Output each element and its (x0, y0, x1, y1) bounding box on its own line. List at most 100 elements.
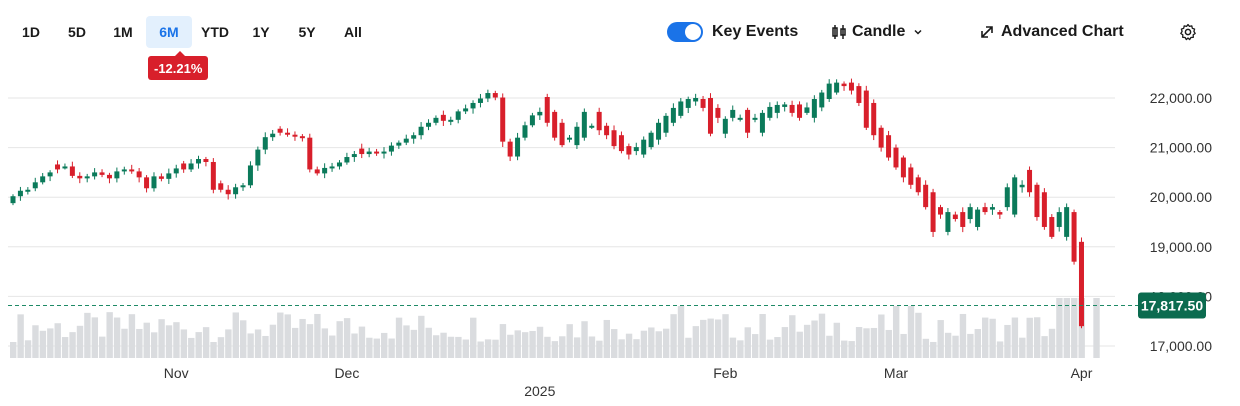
volume-bar (321, 328, 329, 358)
candle-up (188, 163, 194, 170)
candle-down (789, 104, 795, 113)
volume-bar (425, 327, 432, 358)
key-events-control[interactable]: Key Events (667, 16, 798, 48)
volume-bar (833, 322, 841, 358)
candle-up (678, 101, 684, 116)
tab-1m[interactable]: 1M (113, 24, 133, 40)
volume-bar (774, 337, 781, 358)
volume-bar (952, 335, 959, 358)
volume-bar (729, 337, 737, 358)
volume-bar (996, 341, 1004, 358)
candle-down (856, 86, 862, 103)
volume-bar (39, 330, 47, 358)
volume-bar (403, 325, 410, 358)
candle-up (247, 165, 253, 186)
y-tick-label: 20,000.00 (1150, 189, 1212, 205)
y-tick-label: 19,000.00 (1150, 239, 1212, 255)
volume-bar (521, 332, 529, 358)
candle-down (359, 148, 365, 155)
candle-down (1027, 169, 1033, 193)
candle-up (589, 125, 595, 128)
candle-up (477, 98, 483, 103)
volume-bar (91, 317, 99, 358)
volume-bar (766, 339, 774, 358)
candle-up (196, 159, 201, 164)
candle-up (62, 166, 68, 169)
volume-bar (789, 315, 796, 358)
candle-up (84, 176, 90, 179)
volume-bar (566, 324, 573, 358)
candle-down (700, 98, 706, 108)
candle-down (1034, 184, 1040, 218)
advanced-chart-label: Advanced Chart (1001, 23, 1124, 40)
candle-down (797, 104, 803, 118)
candle-up (1004, 187, 1010, 208)
volume-bar (1041, 336, 1048, 358)
candle-up (426, 122, 432, 127)
volume-bar (343, 318, 351, 358)
volume-bar (633, 339, 640, 358)
candle-down (715, 107, 721, 118)
volume-bar (1011, 317, 1019, 358)
chart-type-label: Candle (852, 23, 906, 40)
volume-bar (1026, 317, 1033, 358)
candle-down (1049, 217, 1055, 237)
candle-down (99, 172, 105, 175)
volume-bar (158, 319, 165, 358)
candle-up (975, 209, 981, 227)
volume-bar (447, 336, 455, 358)
candle-up (92, 172, 98, 177)
candle-down (106, 174, 112, 179)
chart-type-dropdown[interactable]: Candle (831, 16, 923, 48)
volume-bar (484, 339, 492, 358)
expand-arrow-icon (980, 25, 994, 39)
candle-up (240, 185, 246, 188)
candle-up (722, 118, 728, 134)
tab-1d[interactable]: 1D (22, 24, 40, 40)
volume-bar (826, 335, 833, 358)
volume-bar (173, 322, 180, 358)
x-tick-label: Nov (164, 365, 189, 381)
candle-up (25, 189, 31, 192)
tab-5d[interactable]: 5D (68, 24, 86, 40)
key-events-toggle[interactable] (667, 22, 703, 42)
x-tick-label: Apr (1071, 365, 1093, 381)
candle-down (900, 157, 906, 178)
candle-up (1012, 177, 1018, 215)
volume-bar (967, 333, 974, 358)
candle-down (277, 128, 283, 133)
candle-down (982, 207, 988, 213)
volume-bar (247, 333, 254, 358)
candle-down (440, 114, 446, 121)
volume-bar (796, 331, 803, 358)
candle-up (448, 119, 454, 122)
candle-down (299, 136, 305, 139)
candle-down (848, 82, 854, 91)
tab-ytd[interactable]: YTD (201, 24, 229, 40)
candle-down (77, 175, 83, 179)
candle-down (878, 127, 884, 148)
volume-bar (625, 333, 633, 358)
y-tick-label: 17,000.00 (1150, 338, 1212, 354)
volume-bar (781, 327, 789, 358)
advanced-chart-button[interactable]: Advanced Chart (980, 16, 1124, 48)
tab-1y[interactable]: 1Y (252, 24, 270, 40)
volume-bar (529, 330, 536, 358)
settings-button[interactable] (1179, 16, 1197, 48)
tab-all[interactable]: All (344, 24, 362, 40)
volume-bar (1093, 298, 1100, 358)
gear-icon (1179, 23, 1197, 41)
tab-6m[interactable]: 6M (146, 16, 192, 48)
candle-up (403, 138, 409, 143)
candle-down (1041, 192, 1047, 227)
volume-bar (930, 341, 937, 358)
candle-up (396, 142, 402, 146)
volume-bar (499, 324, 507, 358)
volume-bar (559, 336, 566, 358)
volume-bar (737, 340, 744, 358)
volume-bar (863, 328, 870, 358)
candle-up (255, 149, 261, 166)
tab-5y[interactable]: 5Y (298, 24, 316, 40)
candle-down (314, 169, 320, 174)
candle-down (307, 137, 313, 170)
